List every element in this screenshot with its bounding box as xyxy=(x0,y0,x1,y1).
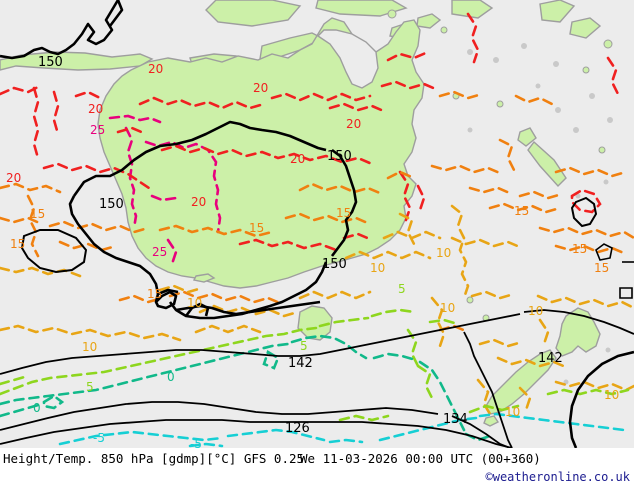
contour-label-15: 15 xyxy=(30,207,46,221)
contour-label-142: 142 xyxy=(538,351,563,366)
geopotential-134 xyxy=(0,401,439,431)
contour-label-20: 20 xyxy=(148,62,164,76)
contour-label-20: 20 xyxy=(6,171,22,185)
contour-label-150: 150 xyxy=(322,257,347,272)
contour-label-0: 0 xyxy=(167,370,175,384)
contour-label-25: 25 xyxy=(90,123,106,137)
land-nz-stewart xyxy=(483,415,500,427)
contour-label-15: 15 xyxy=(572,242,588,256)
map-svg xyxy=(0,0,634,448)
geopotential-142 xyxy=(0,309,634,448)
contour-label-150: 150 xyxy=(38,55,63,70)
geopotential-126-branch xyxy=(568,350,634,448)
land-newbritain xyxy=(451,0,494,19)
temperature-contour-layer xyxy=(0,12,634,448)
contour-label-15: 15 xyxy=(249,221,265,235)
contour-label-minus5: -5 xyxy=(190,437,202,448)
contour-label-150: 150 xyxy=(327,149,352,164)
contour-label-134: 134 xyxy=(443,412,468,427)
contour-label-5: 5 xyxy=(86,380,94,394)
copyright-notice[interactable]: ©weatheronline.co.uk xyxy=(485,470,631,484)
island-specks xyxy=(387,9,613,322)
geopotential-150 xyxy=(0,0,358,320)
grey-reef-specks xyxy=(467,43,613,385)
contour-label-10: 10 xyxy=(187,296,203,310)
contour-label-20: 20 xyxy=(191,195,207,209)
contour-label-5: 5 xyxy=(398,282,406,296)
weather-map-canvas[interactable]: 150 150 150 150 142 142 134 126 25 25 20… xyxy=(0,0,634,448)
isotherm-25 xyxy=(108,114,222,266)
contour-label-10: 10 xyxy=(370,261,386,275)
contour-label-minus5: -5 xyxy=(93,431,105,445)
contour-label-15: 15 xyxy=(514,204,530,218)
contour-label-15: 15 xyxy=(594,261,610,275)
contour-label-15: 15 xyxy=(147,287,163,301)
land-newcaledonia xyxy=(527,140,567,188)
contour-label-15: 15 xyxy=(10,237,26,251)
geopotential-150-cell-vanuatu xyxy=(570,196,598,228)
gulf-carpentaria xyxy=(316,29,379,89)
contour-label-20: 20 xyxy=(253,81,269,95)
land-vanuatu-a xyxy=(517,127,537,147)
contour-label-10: 10 xyxy=(604,388,620,402)
contour-label-10: 10 xyxy=(436,246,452,260)
land-newguinea-w xyxy=(205,0,302,27)
contour-label-25: 25 xyxy=(152,245,168,259)
map-footer: Height/Temp. 850 hPa [gdmp][°C] GFS 0.25… xyxy=(0,448,634,490)
contour-label-20: 20 xyxy=(88,102,104,116)
contour-fragment-boxes xyxy=(595,243,634,299)
contour-label-10: 10 xyxy=(82,340,98,354)
contour-label-15: 15 xyxy=(336,206,352,220)
geopotential-126 xyxy=(0,419,513,448)
contour-label-10: 10 xyxy=(440,301,456,315)
land-tasmania xyxy=(297,305,333,341)
height-contour-layer xyxy=(0,0,634,448)
land-solomon-a xyxy=(539,0,576,23)
contour-label-5: 5 xyxy=(300,339,308,353)
contour-label-10: 10 xyxy=(505,405,521,419)
contour-label-150: 150 xyxy=(99,197,124,212)
land-solomon-b xyxy=(569,17,602,39)
geopotential-150-cell xyxy=(20,229,88,274)
contour-label-0: 0 xyxy=(33,401,41,415)
contour-label-126: 126 xyxy=(285,421,310,436)
land-newguinea-c xyxy=(315,0,408,17)
isotherm-20 xyxy=(0,12,620,252)
valid-datetime: We 11-03-2026 00:00 UTC (00+360) xyxy=(300,451,541,466)
contour-label-20: 20 xyxy=(346,117,362,131)
land-nz-north xyxy=(555,307,601,357)
product-title: Height/Temp. 850 hPa [gdmp][°C] GFS 0.25 xyxy=(3,451,305,466)
contour-label-10: 10 xyxy=(528,304,544,318)
isotherm-15 xyxy=(0,90,634,334)
land-kangaroo-island xyxy=(192,273,216,283)
contour-label-20: 20 xyxy=(290,152,306,166)
contour-label-142: 142 xyxy=(288,356,313,371)
